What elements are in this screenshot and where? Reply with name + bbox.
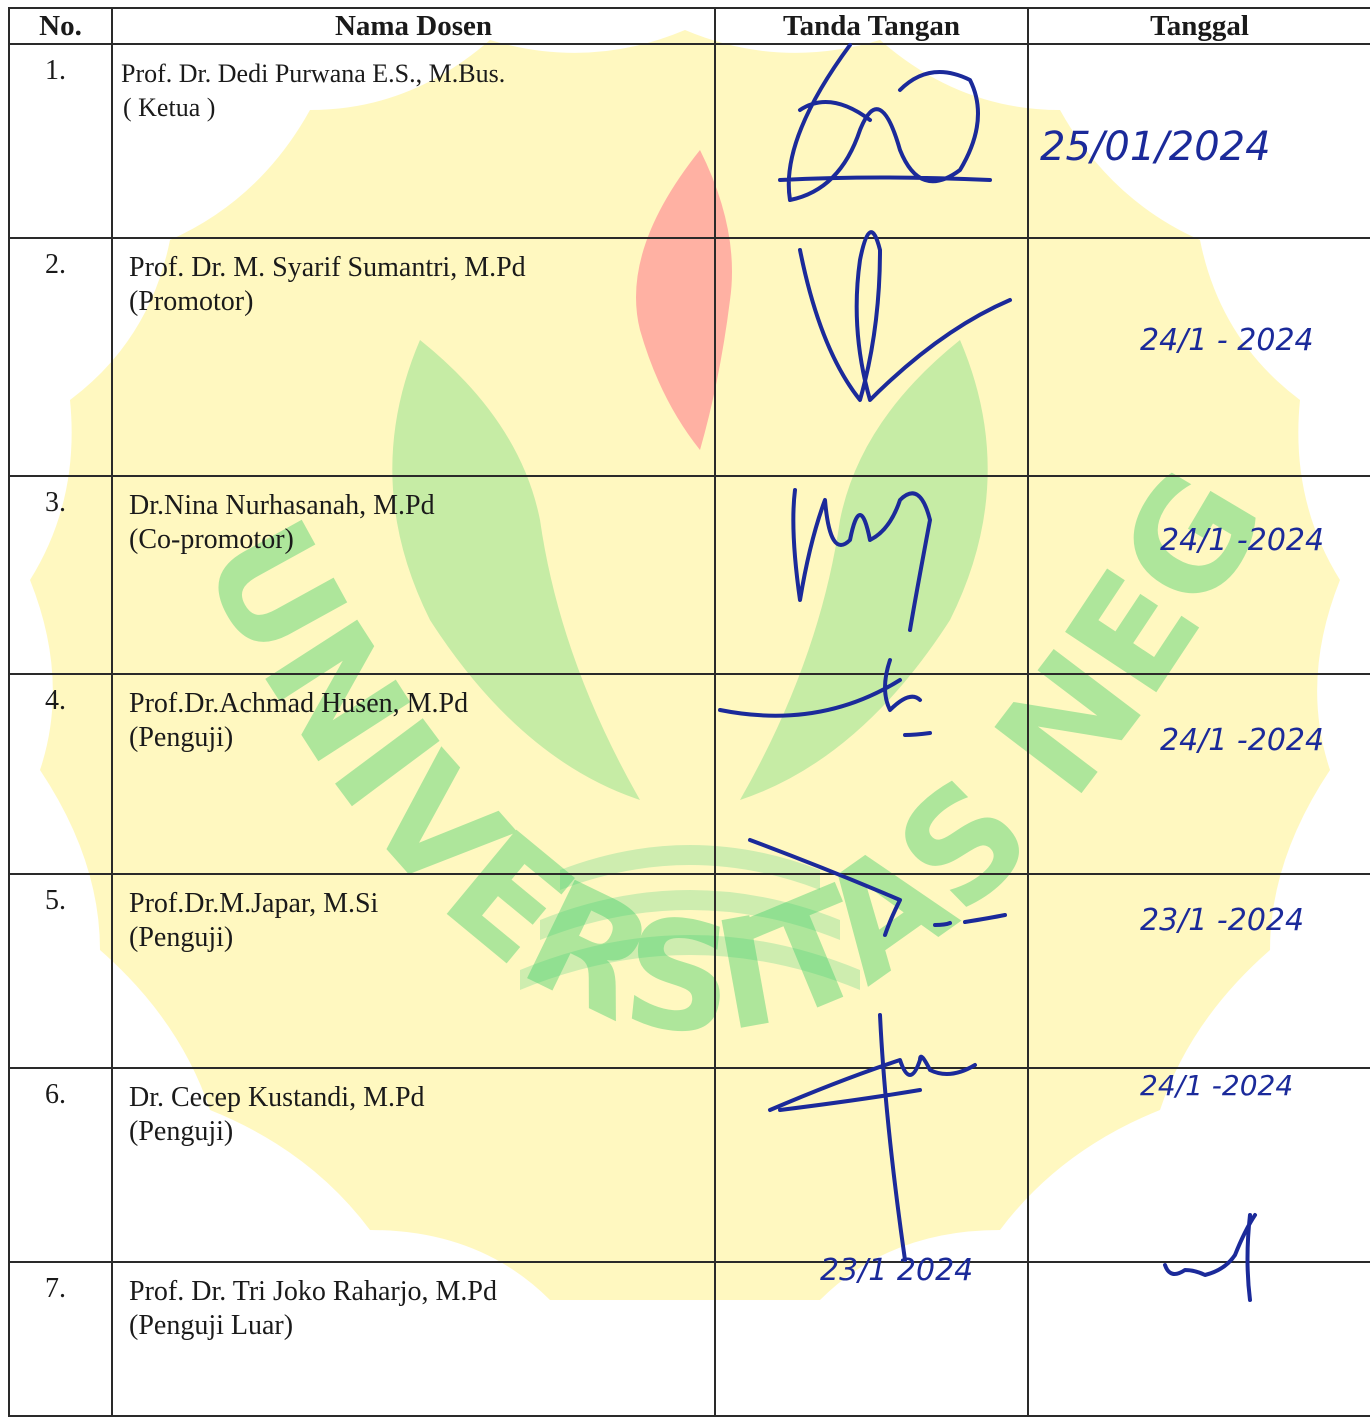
- date-cell: [1027, 1261, 1370, 1417]
- date-cell: [1027, 873, 1370, 1069]
- signature-cell: [714, 673, 1029, 875]
- header-name: Nama Dosen: [111, 7, 716, 45]
- row-number: 6.: [8, 1067, 113, 1263]
- lecturer-name: Dr. Cecep Kustandi, M.Pd: [129, 1082, 425, 1113]
- lecturer-role: (Penguji Luar): [129, 1310, 294, 1341]
- date-cell: [1027, 475, 1370, 675]
- lecturer-role: (Co-promotor): [129, 524, 294, 555]
- lecturer-role: (Penguji): [129, 1116, 234, 1147]
- table-row: 5. Prof.Dr.M.Japar, M.Si (Penguji): [8, 873, 1370, 1069]
- lecturer-role: (Penguji): [129, 922, 234, 953]
- table-row: 7. Prof. Dr. Tri Joko Raharjo, M.Pd (Pen…: [8, 1261, 1370, 1417]
- row-number: 3.: [8, 475, 113, 675]
- signature-cell: [714, 873, 1029, 1069]
- table-row: 6. Dr. Cecep Kustandi, M.Pd (Penguji): [8, 1067, 1370, 1263]
- row-number: 7.: [8, 1261, 113, 1417]
- lecturer-role: ( Ketua ): [123, 93, 216, 122]
- table-row: 3. Dr.Nina Nurhasanah, M.Pd (Co-promotor…: [8, 475, 1370, 675]
- signature-cell: [714, 1261, 1029, 1417]
- lecturer-role: (Promotor): [129, 286, 254, 317]
- header-date: Tanggal: [1027, 7, 1370, 45]
- lecturer-cell: Dr. Cecep Kustandi, M.Pd (Penguji): [111, 1067, 716, 1263]
- date-cell: [1027, 43, 1370, 239]
- row-number: 1.: [8, 43, 113, 239]
- date-cell: [1027, 1067, 1370, 1263]
- table-header-row: No. Nama Dosen Tanda Tangan Tanggal: [8, 7, 1370, 45]
- row-number: 2.: [8, 237, 113, 477]
- header-signature: Tanda Tangan: [714, 7, 1029, 45]
- row-number: 5.: [8, 873, 113, 1069]
- lecturer-cell: Dr.Nina Nurhasanah, M.Pd (Co-promotor): [111, 475, 716, 675]
- signature-table: No. Nama Dosen Tanda Tangan Tanggal 1. P…: [8, 7, 1370, 1417]
- table-row: 1. Prof. Dr. Dedi Purwana E.S., M.Bus. (…: [8, 43, 1370, 239]
- lecturer-name: Prof. Dr. Tri Joko Raharjo, M.Pd: [129, 1276, 497, 1307]
- table-row: 4. Prof.Dr.Achmad Husen, M.Pd (Penguji): [8, 673, 1370, 875]
- lecturer-name: Prof.Dr.M.Japar, M.Si: [129, 888, 379, 919]
- signature-cell: [714, 43, 1029, 239]
- table-row: 2. Prof. Dr. M. Syarif Sumantri, M.Pd (P…: [8, 237, 1370, 477]
- lecturer-name: Prof. Dr. M. Syarif Sumantri, M.Pd: [129, 252, 526, 283]
- row-number: 4.: [8, 673, 113, 875]
- header-no: No.: [8, 7, 113, 45]
- lecturer-cell: Prof.Dr.Achmad Husen, M.Pd (Penguji): [111, 673, 716, 875]
- lecturer-name: Prof.Dr.Achmad Husen, M.Pd: [129, 688, 469, 719]
- date-cell: [1027, 673, 1370, 875]
- signature-cell: [714, 1067, 1029, 1263]
- lecturer-cell: Prof. Dr. Tri Joko Raharjo, M.Pd (Penguj…: [111, 1261, 716, 1417]
- lecturer-cell: Prof.Dr.M.Japar, M.Si (Penguji): [111, 873, 716, 1069]
- signature-cell: [714, 237, 1029, 477]
- lecturer-cell: Prof. Dr. Dedi Purwana E.S., M.Bus. ( Ke…: [111, 43, 716, 239]
- date-cell: [1027, 237, 1370, 477]
- signature-cell: [714, 475, 1029, 675]
- lecturer-cell: Prof. Dr. M. Syarif Sumantri, M.Pd (Prom…: [111, 237, 716, 477]
- lecturer-name: Prof. Dr. Dedi Purwana E.S., M.Bus.: [121, 59, 506, 88]
- lecturer-name: Dr.Nina Nurhasanah, M.Pd: [129, 490, 435, 521]
- lecturer-role: (Penguji): [129, 722, 234, 753]
